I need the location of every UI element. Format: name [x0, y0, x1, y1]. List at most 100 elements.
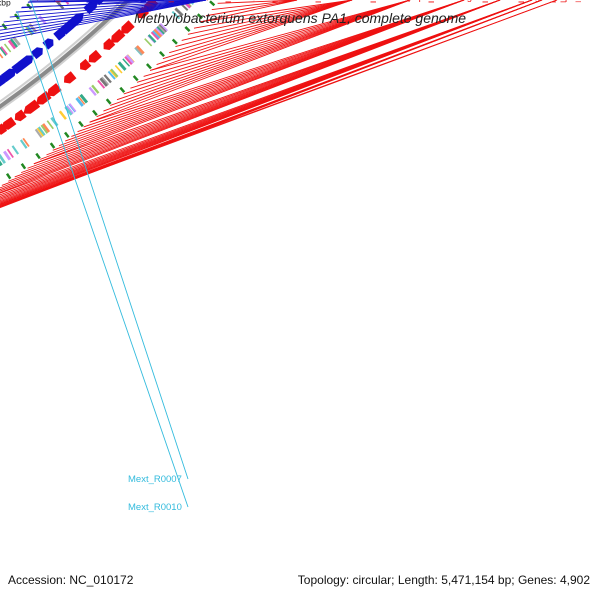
feature-label: Mext_0505 — [10, 0, 57, 3]
gc-tick — [105, 98, 112, 105]
feature-label: Mext_0473 — [10, 0, 57, 3]
feature-label: Mext_0655 — [120, 0, 167, 3]
feature-bar — [65, 105, 74, 115]
leader-line — [199, 0, 353, 23]
feature-label: Mext_0414 — [10, 0, 57, 3]
feature-bar — [41, 123, 51, 133]
feature-label: Mext_0585 — [66, 0, 113, 3]
gc-tick — [92, 109, 98, 116]
feature-label: Mext_0568 — [350, 0, 397, 3]
feature-label: Mext_0564 — [252, 0, 299, 3]
feature-bar — [91, 84, 100, 94]
forward-gene — [1, 116, 17, 130]
feature-bar — [134, 46, 144, 56]
feature-label: Mext_0547 — [295, 0, 342, 3]
feature-bar — [0, 154, 6, 164]
feature-bar — [77, 96, 86, 105]
feature-label: Mext_0553 — [462, 0, 509, 3]
feature-label: Mext_0546 — [120, 0, 167, 3]
feature-bar — [109, 69, 118, 79]
feature-label: Mext_0549 — [462, 0, 509, 3]
kbp-scale-labels: 400 kbp450 kbp500 kbp550 kbp600 kbp650 k… — [0, 0, 11, 8]
feature-bar — [26, 25, 35, 35]
feature-label: Mext_0494 — [252, 0, 299, 3]
forward-gene — [88, 49, 102, 63]
feature-label: fliI — [530, 0, 540, 3]
leader-line — [156, 0, 353, 66]
feature-bar — [75, 97, 84, 107]
feature-label: Mext_0512 — [66, 0, 113, 3]
feature-label: Mext_0493 — [295, 0, 342, 3]
leader-line — [0, 0, 533, 205]
feature-label: Mext_0634 — [530, 0, 577, 3]
gc-tick — [64, 131, 70, 139]
feature-bar — [100, 76, 110, 86]
feature-bar — [22, 137, 30, 148]
feature-label: Mext_0592 — [462, 0, 509, 3]
leader-line — [193, 0, 353, 29]
feature-label: Mext_0567 — [408, 0, 455, 3]
feature-bar — [153, 28, 163, 38]
feature-bar — [25, 26, 34, 36]
feature-label: Mext_0497 — [408, 0, 455, 3]
genome-backbone — [0, 0, 131, 109]
feature-bar — [135, 45, 145, 55]
feature-bar — [12, 36, 21, 46]
feature-bar — [124, 55, 133, 65]
feature-label: Mext_0348 — [148, 0, 195, 3]
feature-bar — [122, 58, 131, 67]
feature-label: Mext_0421 — [10, 0, 57, 3]
feature-label: Mext_0551 — [555, 0, 600, 3]
forward-gene — [23, 99, 41, 114]
feature-label: Mext_0532 — [66, 0, 113, 3]
feature-label: Mext_0584 — [498, 0, 545, 3]
feature-label: Mext_0572 — [162, 0, 209, 3]
feature-label: Mext_0640 — [530, 0, 577, 3]
feature-label: Mext_0519 — [350, 0, 397, 3]
feature-bar — [68, 103, 77, 113]
gc-tick — [145, 63, 152, 70]
leader-line — [116, 0, 411, 101]
feature-label: Mext_0481 — [408, 0, 455, 3]
feature-label: Mext_0486 — [350, 0, 397, 3]
leader-line — [217, 0, 298, 4]
feature-bar — [174, 7, 184, 17]
feature-label: Mext_0665 — [120, 0, 167, 3]
leader-line — [30, 0, 189, 480]
feature-label: Mext_0633 — [530, 0, 577, 3]
feature-bar — [37, 126, 46, 137]
feature-label: Mext_0600 — [66, 0, 113, 3]
feature-label: Mext_0543 — [350, 0, 397, 3]
feature-label: Mext_0526 — [66, 0, 113, 3]
leader-line — [89, 0, 411, 123]
feature-label: Mext_0610 — [66, 0, 113, 3]
feature-bar — [171, 10, 181, 20]
feature-label: Mext_0560 — [498, 0, 545, 3]
gc-tick — [158, 50, 165, 58]
gc-tick — [49, 142, 56, 149]
feature-bar — [151, 30, 161, 40]
leader-line — [130, 0, 411, 89]
feature-bar — [46, 120, 54, 130]
leader-line — [33, 0, 465, 165]
kbp-label: 700 kbp — [0, 0, 11, 8]
leader-line — [96, 0, 411, 118]
feature-label: Mext_0525 — [10, 0, 57, 3]
feature-label: Mext_0438 — [252, 0, 299, 3]
reverse-gene — [0, 75, 7, 87]
feature-label: Mext_0529 — [10, 0, 57, 3]
leader-line — [0, 0, 207, 41]
leader-line — [136, 0, 411, 83]
feature-label: Mext_0437 — [10, 0, 57, 3]
gc-tick — [1, 23, 8, 30]
feature-label: Mext_0517 — [408, 0, 455, 3]
feature-label: Mext_0521 — [462, 0, 509, 3]
feature-label: Mext_0520 — [350, 0, 397, 3]
feature-label: flaF — [540, 0, 556, 3]
feature-label: Mext_0556 — [408, 0, 455, 3]
feature-label: Mext_0573 — [162, 0, 209, 3]
leader-line — [16, 10, 189, 508]
feature-bar — [0, 47, 7, 56]
leader-line — [175, 0, 353, 48]
reverse-gene — [53, 28, 66, 41]
